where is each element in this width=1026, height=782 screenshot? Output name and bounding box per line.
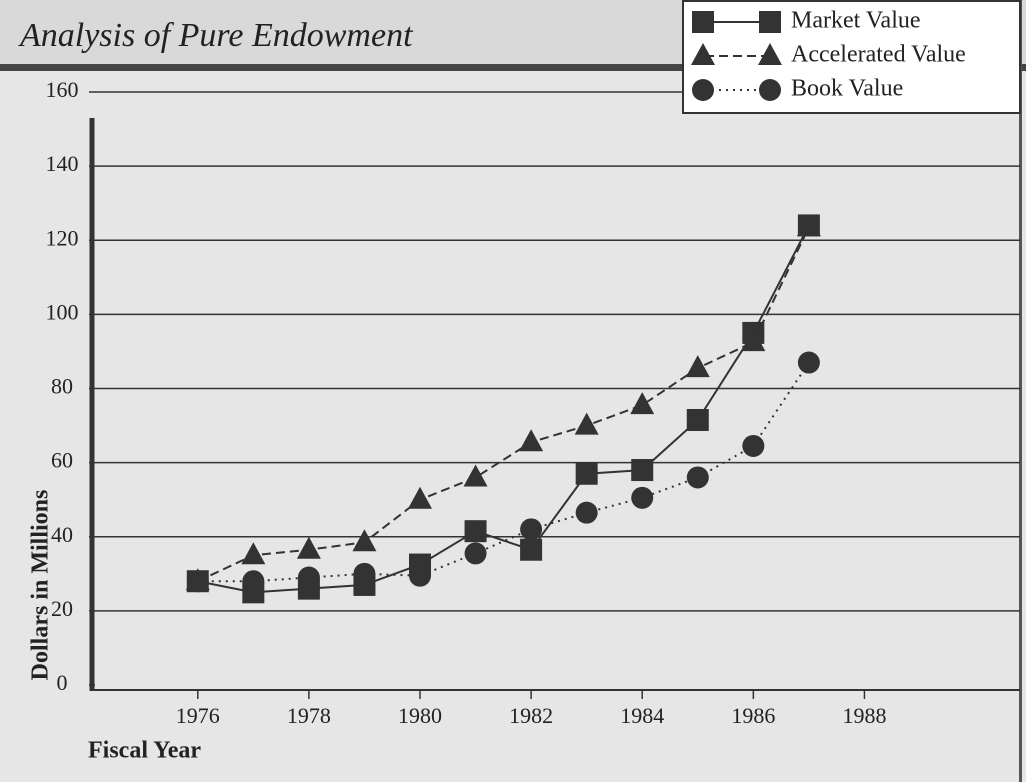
marker (742, 434, 765, 457)
marker (796, 214, 821, 237)
marker (797, 351, 820, 374)
marker (463, 464, 488, 487)
marker (297, 566, 320, 589)
y-tick-label: 120 (46, 225, 79, 250)
y-tick-label: 60 (51, 448, 73, 473)
y-tick-label: 140 (46, 151, 79, 176)
legend-marker (758, 43, 782, 65)
marker (575, 501, 598, 524)
marker (242, 570, 265, 593)
title-rule (0, 64, 1026, 71)
legend-marker (759, 11, 781, 33)
legend-marker (692, 11, 714, 33)
marker (464, 542, 487, 565)
marker (574, 412, 599, 435)
marker (241, 542, 266, 565)
legend-marker (691, 43, 715, 65)
x-tick-label: 1986 (731, 703, 775, 728)
x-tick-label: 1984 (620, 703, 664, 728)
marker (408, 486, 432, 509)
y-tick-label: 100 (46, 299, 79, 324)
marker (520, 518, 543, 541)
legend-marker (759, 79, 781, 101)
marker (296, 536, 321, 559)
legend-marker (692, 79, 714, 101)
y-tick-label: 160 (46, 77, 79, 102)
x-tick-label: 1978 (287, 703, 331, 728)
legend-label: Market Value (791, 8, 921, 34)
y-tick-label: 40 (51, 522, 73, 547)
marker (741, 329, 766, 352)
x-tick-label: 1982 (509, 703, 553, 728)
y-tick-label: 20 (51, 596, 73, 621)
marker (630, 392, 655, 415)
marker (575, 462, 598, 485)
marker (520, 538, 543, 561)
series-line (197, 226, 810, 583)
chart-title: Analysis of Pure Endowment (18, 17, 414, 54)
x-tick-label: 1976 (176, 703, 220, 728)
x-axis-label: Fiscal Year (88, 738, 201, 764)
legend-label: Accelerated Value (791, 42, 966, 68)
y-axis-label: Dollars in Millions (28, 490, 54, 681)
marker (631, 459, 654, 482)
y-tick-label: 0 (57, 670, 68, 695)
legend-label: Book Value (791, 76, 903, 102)
marker (685, 355, 710, 378)
marker (686, 409, 709, 432)
right-border (1019, 0, 1022, 782)
marker (186, 570, 209, 593)
marker (464, 520, 487, 543)
x-tick-label: 1980 (398, 703, 442, 728)
marker (686, 466, 709, 489)
x-tick-label: 1988 (842, 703, 886, 728)
marker (352, 529, 377, 552)
y-tick-label: 80 (51, 374, 73, 399)
marker (519, 429, 544, 452)
marker (631, 486, 654, 509)
marker (409, 564, 431, 587)
marker (353, 562, 376, 585)
